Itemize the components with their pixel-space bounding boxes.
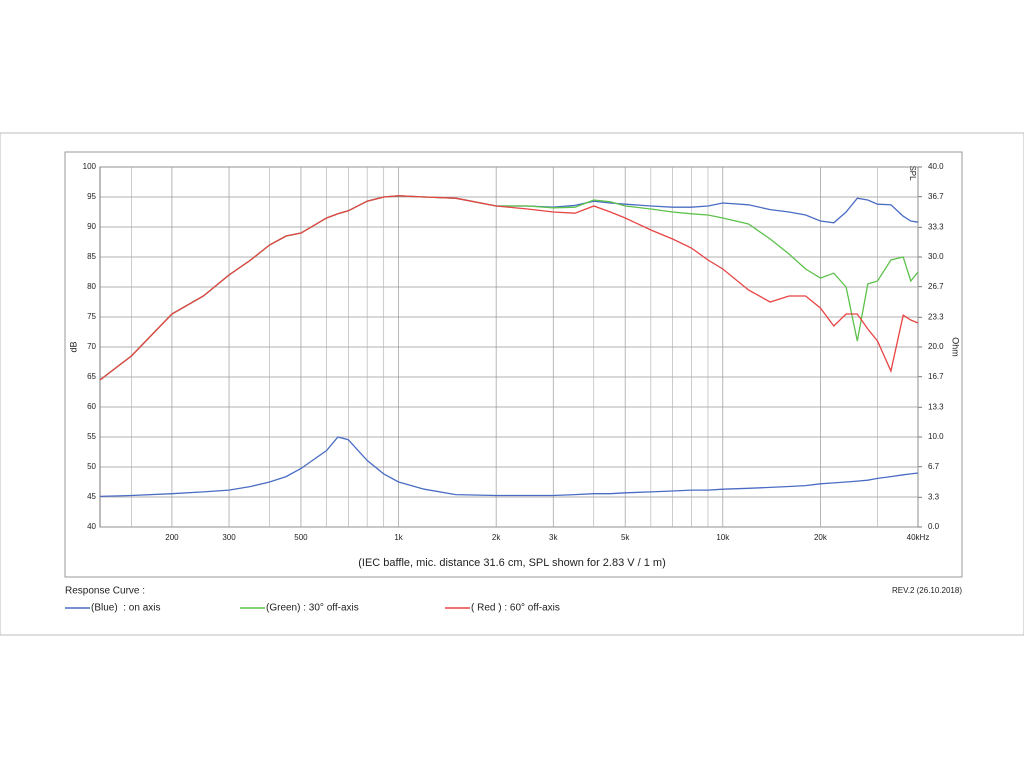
x-tick-label: 500 — [294, 533, 308, 542]
y-tick-label: 90 — [87, 222, 96, 231]
y2-tick-label: 6.7 — [928, 462, 940, 471]
y-tick-label: 85 — [87, 252, 96, 261]
y-tick-label: 65 — [87, 372, 96, 381]
legend-label: (Blue) : on axis — [91, 603, 160, 614]
x-tick-label: 40kHz — [907, 533, 930, 542]
y2-tick-label: 3.3 — [928, 492, 940, 501]
y-tick-label: 95 — [87, 192, 96, 201]
x-tick-label: 3k — [549, 533, 558, 542]
y-tick-label: 75 — [87, 312, 96, 321]
corner-label: SPL — [908, 165, 917, 181]
legend-title: Response Curve : — [65, 586, 145, 597]
x-tick-label: 20k — [814, 533, 828, 542]
y-tick-label: 55 — [87, 432, 96, 441]
y2-tick-label: 36.7 — [928, 192, 944, 201]
x-tick-label: 10k — [716, 533, 730, 542]
legend-label: ( Red ) : 60° off-axis — [471, 603, 560, 614]
y2-tick-label: 20.0 — [928, 342, 944, 351]
y2-tick-label: 23.3 — [928, 312, 944, 321]
y2-tick-label: 10.0 — [928, 432, 944, 441]
y2-tick-label: 16.7 — [928, 372, 944, 381]
y2-tick-label: 40.0 — [928, 162, 944, 171]
y-tick-label: 100 — [83, 162, 97, 171]
y-tick-label: 80 — [87, 282, 96, 291]
y2-tick-label: 30.0 — [928, 252, 944, 261]
x-tick-label: 200 — [165, 533, 179, 542]
series-line — [99, 436, 919, 498]
y2-tick-label: 33.3 — [928, 222, 944, 231]
y-tick-label: 50 — [87, 462, 96, 471]
y-tick-label: 40 — [87, 522, 96, 531]
revision: REV.2 (26.10.2018) — [892, 586, 962, 595]
y-tick-label: 45 — [87, 492, 96, 501]
y-tick-label: 60 — [87, 402, 96, 411]
series-line — [99, 195, 919, 381]
x-tick-label: 1k — [394, 533, 403, 542]
y2-tick-label: 26.7 — [928, 282, 944, 291]
caption: (IEC baffle, mic. distance 31.6 cm, SPL … — [358, 557, 666, 569]
y2-tick-label: 0.0 — [928, 522, 940, 531]
x-tick-label: 2k — [492, 533, 501, 542]
legend-label: (Green) : 30° off-axis — [266, 603, 359, 614]
y-axis-label: dB — [68, 341, 78, 352]
x-tick-label: 5k — [621, 533, 630, 542]
x-tick-label: 300 — [222, 533, 236, 542]
y2-axis-label: Ohm — [951, 337, 961, 357]
y2-tick-label: 13.3 — [928, 402, 944, 411]
chart-frame — [64, 151, 963, 578]
y-tick-label: 70 — [87, 342, 96, 351]
